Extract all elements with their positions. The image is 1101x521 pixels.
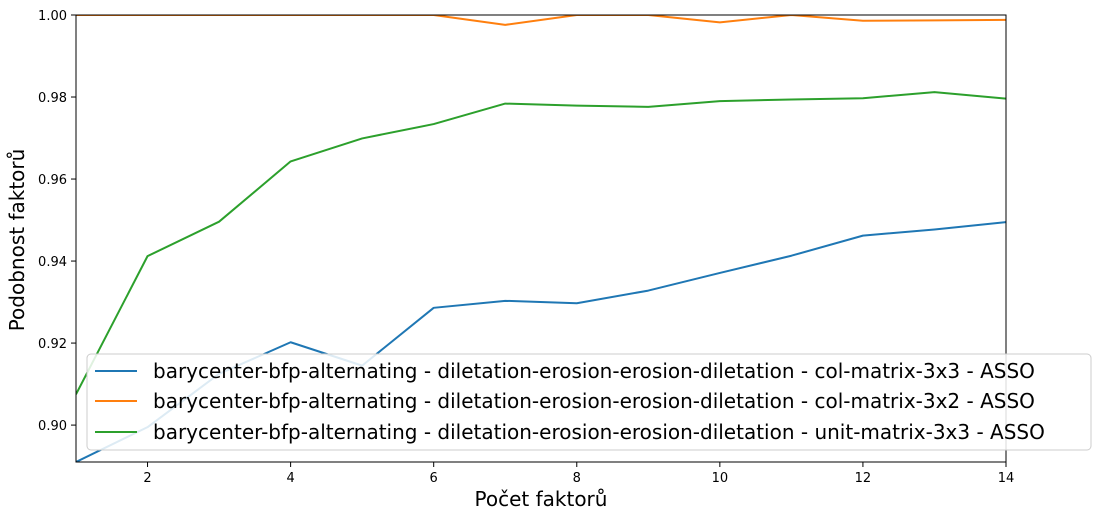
- x-tick-label: 14: [998, 471, 1015, 486]
- x-tick-label: 6: [430, 471, 438, 486]
- y-tick-label: 0.90: [38, 419, 67, 434]
- x-tick-label: 2: [143, 471, 151, 486]
- legend-entry: barycenter-bfp-alternating - diletation-…: [95, 389, 1035, 413]
- plot-frame: [75, 14, 1007, 463]
- series-line: [76, 15, 1006, 26]
- legend: barycenter-bfp-alternating - diletation-…: [86, 353, 1092, 451]
- y-tick-label: 0.96: [38, 173, 67, 188]
- x-axis-title: Počet faktorů: [475, 487, 608, 511]
- x-tick-label: 12: [855, 471, 872, 486]
- series-line: [76, 91, 1006, 395]
- y-tick-label: 0.94: [38, 255, 67, 270]
- legend-box: [86, 353, 1092, 451]
- x-tick-label: 10: [712, 471, 729, 486]
- x-tick-label: 4: [286, 471, 294, 486]
- y-tick-label: 0.98: [38, 91, 67, 106]
- x-tick-label: 8: [573, 471, 581, 486]
- legend-entry: barycenter-bfp-alternating - diletation-…: [95, 420, 1045, 444]
- y-axis: 0.90 0.92 0.94 0.96 0.98 1.00: [38, 9, 76, 434]
- y-axis-title: Podobnost faktorů: [5, 149, 29, 332]
- legend-label: barycenter-bfp-alternating - diletation-…: [153, 359, 1035, 383]
- y-tick-label: 1.00: [38, 9, 67, 24]
- legend-entry: barycenter-bfp-alternating - diletation-…: [95, 359, 1035, 383]
- x-axis: 2 4 6 8 10 12 14: [143, 462, 1014, 486]
- y-tick-label: 0.92: [38, 337, 67, 352]
- legend-label: barycenter-bfp-alternating - diletation-…: [153, 389, 1035, 413]
- legend-label: barycenter-bfp-alternating - diletation-…: [153, 420, 1045, 444]
